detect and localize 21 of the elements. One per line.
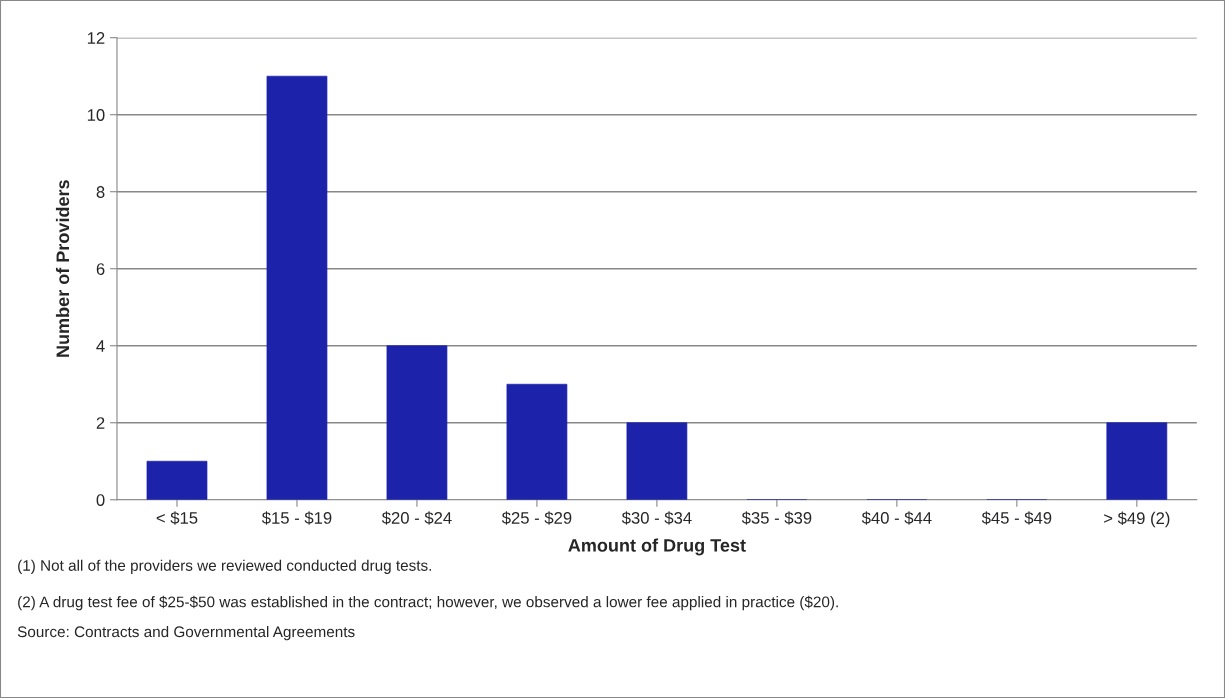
x-axis-title: Amount of Drug Test — [568, 538, 746, 556]
y-tick-label: 2 — [96, 417, 105, 429]
y-tick-label: 0 — [96, 494, 105, 506]
y-tick-label: 8 — [96, 186, 105, 198]
y-tick-label: 4 — [96, 340, 105, 352]
y-axis-title: Number of Providers — [55, 180, 70, 357]
y-tick-label: 6 — [96, 263, 105, 275]
text: (1) Not all of the providers we reviewed conducted drug tests. — [18, 559, 432, 574]
x-tick-label: < $15 — [156, 511, 198, 525]
y-tick-label: 10 — [87, 109, 105, 121]
x-tick-label: $15 - $19 — [261, 511, 332, 525]
x-tick-label: $30 - $34 — [621, 511, 692, 525]
x-tick-label: $35 - $39 — [741, 511, 812, 525]
y-tick-label: 12 — [87, 32, 105, 44]
x-tick-label: $40 - $44 — [861, 511, 932, 525]
x-tick-label: $20 - $24 — [381, 511, 452, 525]
x-tick-label: > $49 (2) — [1104, 511, 1170, 528]
source-note: Source: Contracts and Governmental Agreements — [17, 625, 355, 641]
x-tick-label: $45 - $49 — [981, 511, 1052, 525]
text: (2) A drug test fee of $25-$50 was established in the contract; however, we observed a lower fee applied in practice ($20). — [18, 595, 838, 611]
x-tick-label: $25 - $29 — [501, 511, 572, 525]
